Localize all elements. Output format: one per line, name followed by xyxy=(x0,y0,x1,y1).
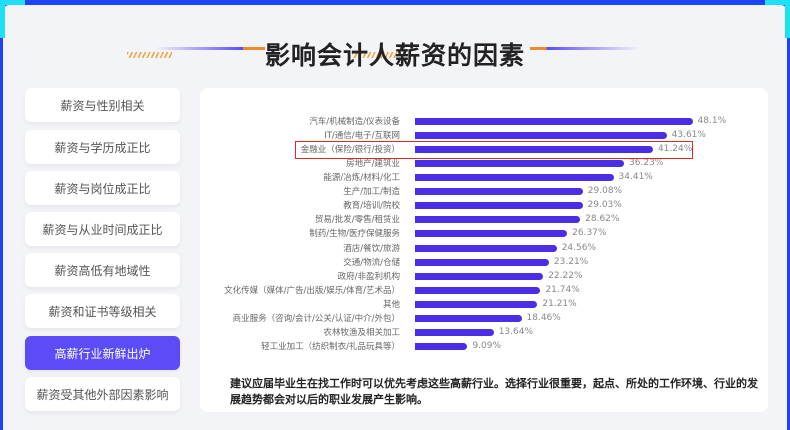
corner-decoration xyxy=(765,0,790,5)
bar xyxy=(415,314,522,322)
bar xyxy=(415,328,494,336)
title-decoration-left xyxy=(155,47,265,50)
sidebar-item[interactable]: 薪资受其他外部因素影响 xyxy=(25,377,180,411)
category-label: 轻工业加工（纺织制衣/礼品玩具等） xyxy=(261,341,400,352)
data-label: 13.64% xyxy=(498,326,534,337)
category-label: 酒店/餐饮/旅游 xyxy=(343,243,400,254)
title-stripes-left xyxy=(127,52,172,58)
bar xyxy=(415,160,625,168)
data-label: 22.22% xyxy=(548,270,583,281)
bar xyxy=(415,300,538,308)
category-label: IT/通信/电子/互联网 xyxy=(324,131,400,142)
category-label: 汽车/机械制造/仪表设备 xyxy=(309,117,400,127)
category-label: 教育/培训/院校 xyxy=(343,201,400,212)
data-label: 36.23% xyxy=(629,158,664,169)
title-stripes-right xyxy=(352,52,397,58)
data-label: 23.21% xyxy=(553,256,589,267)
category-label: 能源/冶炼/材料/化工 xyxy=(323,173,400,184)
page-title: 影响会计人薪资的因素 xyxy=(264,41,525,70)
data-label: 29.03% xyxy=(587,200,622,211)
title-decoration-right xyxy=(530,47,640,50)
category-label: 生产/加工/制造 xyxy=(343,187,400,198)
bar xyxy=(415,216,581,224)
bar xyxy=(415,146,653,154)
sidebar-item[interactable]: 薪资与学历成正比 xyxy=(25,130,180,164)
category-label: 农林牧渔及相关加工 xyxy=(323,327,400,338)
bar xyxy=(415,342,468,350)
bar xyxy=(415,258,549,266)
category-label: 金融业（保险/银行/投资） xyxy=(300,145,400,156)
sidebar-item[interactable]: 薪资与性别相关 xyxy=(25,88,180,122)
data-label: 41.24% xyxy=(657,144,693,155)
recommendation-note: 建议应届毕业生在找工作时可以优先考虑这些高薪行业。选择行业很重要，起点、所处的工… xyxy=(230,377,758,406)
bar xyxy=(415,244,557,252)
corner-decoration xyxy=(0,0,5,38)
data-label: 48.1% xyxy=(697,116,727,126)
data-label: 21.21% xyxy=(542,298,577,309)
bar xyxy=(415,174,614,182)
category-label: 其他 xyxy=(382,299,400,310)
sidebar-item[interactable]: 薪资高低有地域性 xyxy=(25,253,180,287)
data-label: 18.46% xyxy=(526,312,561,323)
bar xyxy=(415,118,693,125)
data-label: 29.08% xyxy=(587,186,623,197)
category-label: 政府/非盈利机构 xyxy=(337,271,400,282)
bar xyxy=(415,286,541,294)
bar xyxy=(415,272,544,280)
category-label: 房地产/建筑业 xyxy=(346,159,400,170)
corner-decoration xyxy=(785,0,790,38)
sidebar-item[interactable]: 高薪行业新鲜出炉 xyxy=(25,336,180,370)
category-label: 制药/生物/医疗保健服务 xyxy=(309,229,400,240)
data-label: 43.61% xyxy=(671,130,706,141)
bar xyxy=(415,132,667,140)
category-label: 贸易/批发/零售/租赁业 xyxy=(314,215,400,226)
sidebar-item[interactable]: 薪资与岗位成正比 xyxy=(25,171,180,205)
bar xyxy=(415,230,568,238)
sidebar-item[interactable]: 薪资和证书等级相关 xyxy=(25,294,180,328)
bar xyxy=(415,202,583,210)
data-label: 9.09% xyxy=(472,340,502,351)
data-label: 28.62% xyxy=(585,214,620,225)
category-label: 交通/物流/仓储 xyxy=(343,257,400,268)
corner-decoration xyxy=(0,0,25,5)
category-label: 商业服务（咨询/会计/公关/认证/中介/外包） xyxy=(232,313,400,324)
bar xyxy=(415,188,583,196)
data-label: 26.37% xyxy=(572,228,607,239)
highlight-box xyxy=(295,141,693,159)
chart-panel: 汽车/机械制造/仪表设备 48.1% IT/通信/电子/互联网 43.61% 金融业（保… xyxy=(200,88,768,412)
data-label: 24.56% xyxy=(561,242,597,253)
sidebar-item[interactable]: 薪资与从业时间成正比 xyxy=(25,212,180,246)
category-label: 文化传媒（媒体/广告/出版/娱乐/体育/艺术品） xyxy=(224,285,400,296)
data-label: 34.41% xyxy=(618,172,653,183)
data-label: 21.74% xyxy=(545,284,580,295)
